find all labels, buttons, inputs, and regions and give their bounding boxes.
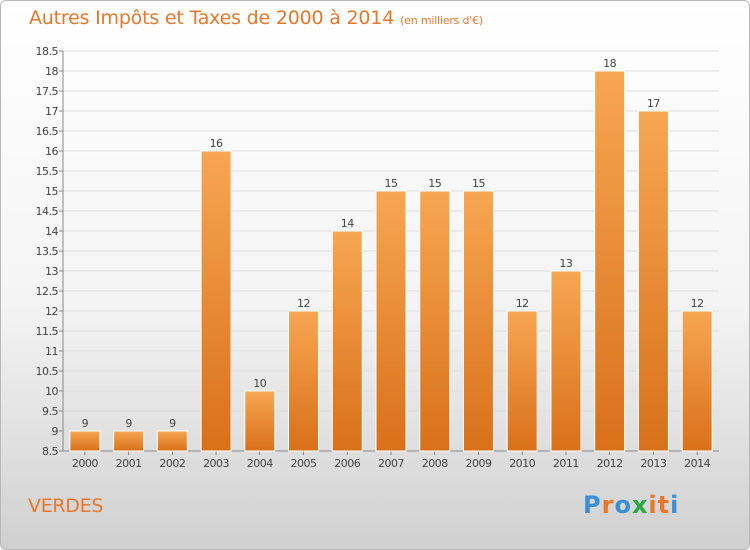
bar-2007: [375, 190, 407, 452]
data-label-2007: 15: [385, 177, 398, 190]
data-label-2005: 12: [297, 297, 310, 310]
data-label-2010: 12: [516, 297, 529, 310]
logo-letter: r: [601, 491, 615, 519]
y-tick-label: 16.5: [36, 125, 59, 138]
y-tick-label: 17.5: [36, 85, 59, 98]
bar-2002: [156, 430, 188, 452]
data-label-2013: 17: [647, 97, 660, 110]
proxiti-logo: Proxiti: [583, 491, 679, 519]
y-tick-label: 12.5: [36, 285, 59, 298]
y-tick-label: 15.5: [36, 165, 59, 178]
logo-letter: x: [631, 491, 649, 519]
data-labels: 9 9 9 16 10 12 14 15 15 15 12 13 18 17 12: [82, 57, 705, 430]
chart-title-text: Autres Impôts et Taxes de 2000 à 2014: [29, 7, 395, 29]
logo-letter: t: [657, 491, 671, 519]
x-tick-label-2006: 2006: [334, 457, 360, 470]
bar-2011: [550, 270, 582, 452]
y-tick-label: 13.5: [36, 245, 59, 258]
bar-2009: [462, 190, 494, 452]
logo-letter: P: [583, 491, 602, 519]
data-label-2012: 18: [603, 57, 616, 70]
bar-2013: [637, 110, 669, 452]
bars: [69, 70, 713, 452]
y-tick-label: 17: [45, 105, 58, 118]
y-tick-label: 11: [45, 345, 58, 358]
bar-2000: [69, 430, 101, 452]
y-tick-label: 14.5: [36, 205, 59, 218]
logo-letter: o: [614, 491, 632, 519]
x-tick-label-2000: 2000: [72, 457, 98, 470]
y-tick-label: 8.5: [42, 445, 58, 458]
data-label-2011: 13: [559, 257, 572, 270]
bar-2004: [244, 390, 276, 452]
y-tick-label: 13: [45, 265, 58, 278]
y-tick-label: 12: [45, 305, 58, 318]
axes: 8.5 9 9.5 10 10.5 11 11.5 12 12.5 13 13.5 14 14.5 15 1…: [36, 45, 719, 470]
x-tick-label-2002: 2002: [159, 457, 185, 470]
chart-subtitle: (en milliers d'€): [400, 14, 483, 27]
data-label-2003: 16: [210, 137, 223, 150]
x-tick-label-2008: 2008: [422, 457, 448, 470]
data-label-2009: 15: [472, 177, 485, 190]
x-tick-label-2001: 2001: [116, 457, 142, 470]
bar-2003: [200, 150, 232, 452]
y-tick-label: 9.5: [42, 405, 58, 418]
y-tick-label: 18.5: [36, 45, 59, 58]
x-tick-label-2003: 2003: [203, 457, 229, 470]
x-tick-label-2004: 2004: [247, 457, 273, 470]
data-label-2004: 10: [253, 377, 266, 390]
x-tick-label-2012: 2012: [597, 457, 623, 470]
x-tick-label-2014: 2014: [684, 457, 710, 470]
data-label-2001: 9: [125, 417, 132, 430]
logo-letter: i: [648, 491, 658, 519]
bar-2001: [113, 430, 145, 452]
bar-2012: [594, 70, 626, 452]
y-tick-label: 11.5: [36, 325, 59, 338]
y-tick-label: 10.5: [36, 365, 59, 378]
data-label-2006: 14: [341, 217, 354, 230]
data-label-2002: 9: [169, 417, 176, 430]
x-tick-label-2005: 2005: [291, 457, 317, 470]
bar-2005: [288, 310, 320, 452]
x-tick-label-2011: 2011: [553, 457, 579, 470]
y-tick-label: 16: [45, 145, 58, 158]
y-tick-label: 15: [45, 185, 58, 198]
x-tick-label-2007: 2007: [378, 457, 404, 470]
y-tick-label: 14: [45, 225, 58, 238]
data-label-2014: 12: [691, 297, 704, 310]
bar-2008: [419, 190, 451, 452]
commune-name: VERDES: [28, 495, 104, 517]
data-label-2000: 9: [82, 417, 89, 430]
chart-title: Autres Impôts et Taxes de 2000 à 2014 (en…: [29, 7, 483, 29]
y-tick-label: 18: [45, 65, 58, 78]
y-tick-label: 9: [52, 425, 59, 438]
bar-2014: [681, 310, 713, 452]
x-tick-label-2010: 2010: [509, 457, 535, 470]
x-tick-label-2013: 2013: [640, 457, 666, 470]
x-tick-label-2009: 2009: [465, 457, 491, 470]
logo-letter: i: [670, 491, 680, 519]
data-label-2008: 15: [428, 177, 441, 190]
y-tick-label: 10: [45, 385, 58, 398]
bar-2006: [331, 230, 363, 452]
bar-2010: [506, 310, 538, 452]
